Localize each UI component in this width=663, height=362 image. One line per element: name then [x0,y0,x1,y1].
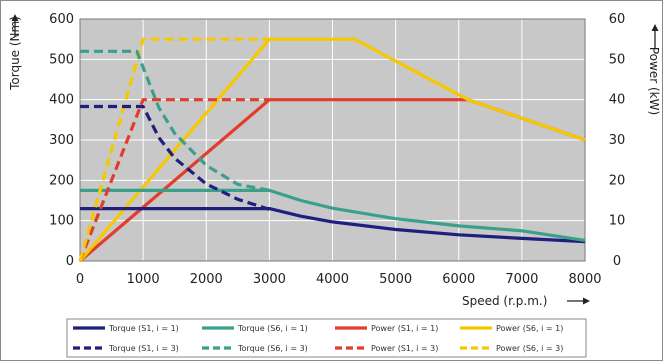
legend-label: Power (S1, i = 3) [371,344,438,353]
y-axis-title: Torque (Nm) [8,16,22,91]
y2-tick-label: 40 [609,93,626,108]
legend-label: Power (S6, i = 1) [496,324,563,333]
series-line-torque-s1-i-3 [80,104,270,211]
y-tick-label: 500 [49,52,74,67]
x-tick-label: 3000 [253,272,286,287]
x-axis-title: Speed (r.p.m.) [462,294,547,308]
x-axis-arrow-icon [567,297,590,305]
series-line-torque-s1-i-1 [80,207,586,244]
legend-item: Torque (S6, i = 1) [202,324,308,333]
x-tick-label: 0 [76,272,84,287]
y2-tick-label: 0 [613,254,621,269]
series-line-torque-s6-i-3 [80,49,270,192]
y2-tick-label: 10 [609,214,626,229]
legend-label: Torque (S1, i = 3) [108,344,179,353]
y-tick-label: 600 [49,12,74,27]
y2-axis-arrow-icon [651,24,659,49]
y-tick-label: 0 [66,254,74,269]
series-line-power-s1-i-3 [78,98,270,262]
legend-item: Torque (S1, i = 3) [73,344,179,353]
legend: Torque (S1, i = 1) Torque (S6, i = 1) Powe… [66,318,587,358]
y-tick-label: 100 [49,214,74,229]
y2-tick-label: 30 [609,133,626,148]
series-line-power-s6-i-1 [78,37,586,263]
x-tick-label: 4000 [316,272,349,287]
legend-box [66,318,587,358]
legend-item: Torque (S1, i = 1) [73,324,179,333]
legend-label: Torque (S6, i = 1) [237,324,308,333]
x-tick-label: 7000 [505,272,538,287]
y2-axis-title: Power (kW) [647,47,661,115]
legend-label: Torque (S1, i = 1) [108,324,179,333]
y2-tick-label: 60 [609,12,626,27]
x-tick-label: 5000 [379,272,412,287]
legend-item: Power (S6, i = 3) [460,344,563,353]
y2-tick-label: 50 [609,52,626,67]
legend-label: Power (S6, i = 3) [496,344,563,353]
legend-item: Torque (S6, i = 3) [202,344,308,353]
legend-item: Power (S1, i = 3) [335,344,438,353]
legend-item: Power (S1, i = 1) [335,324,438,333]
x-tick-label: 8000 [568,272,601,287]
y-tick-label: 300 [49,133,74,148]
series-line-torque-s6-i-1 [80,188,586,242]
series-line-power-s6-i-3 [78,37,270,262]
y-tick-label: 400 [49,93,74,108]
legend-label: Torque (S6, i = 3) [237,344,308,353]
legend-label: Power (S1, i = 1) [371,324,438,333]
y-tick-label: 200 [49,173,74,188]
x-tick-label: 2000 [190,272,223,287]
legend-item: Power (S6, i = 1) [460,324,563,333]
x-tick-label: 6000 [442,272,475,287]
y2-tick-label: 20 [609,173,626,188]
x-tick-label: 1000 [127,272,160,287]
y-axis-arrow-icon [11,14,19,37]
